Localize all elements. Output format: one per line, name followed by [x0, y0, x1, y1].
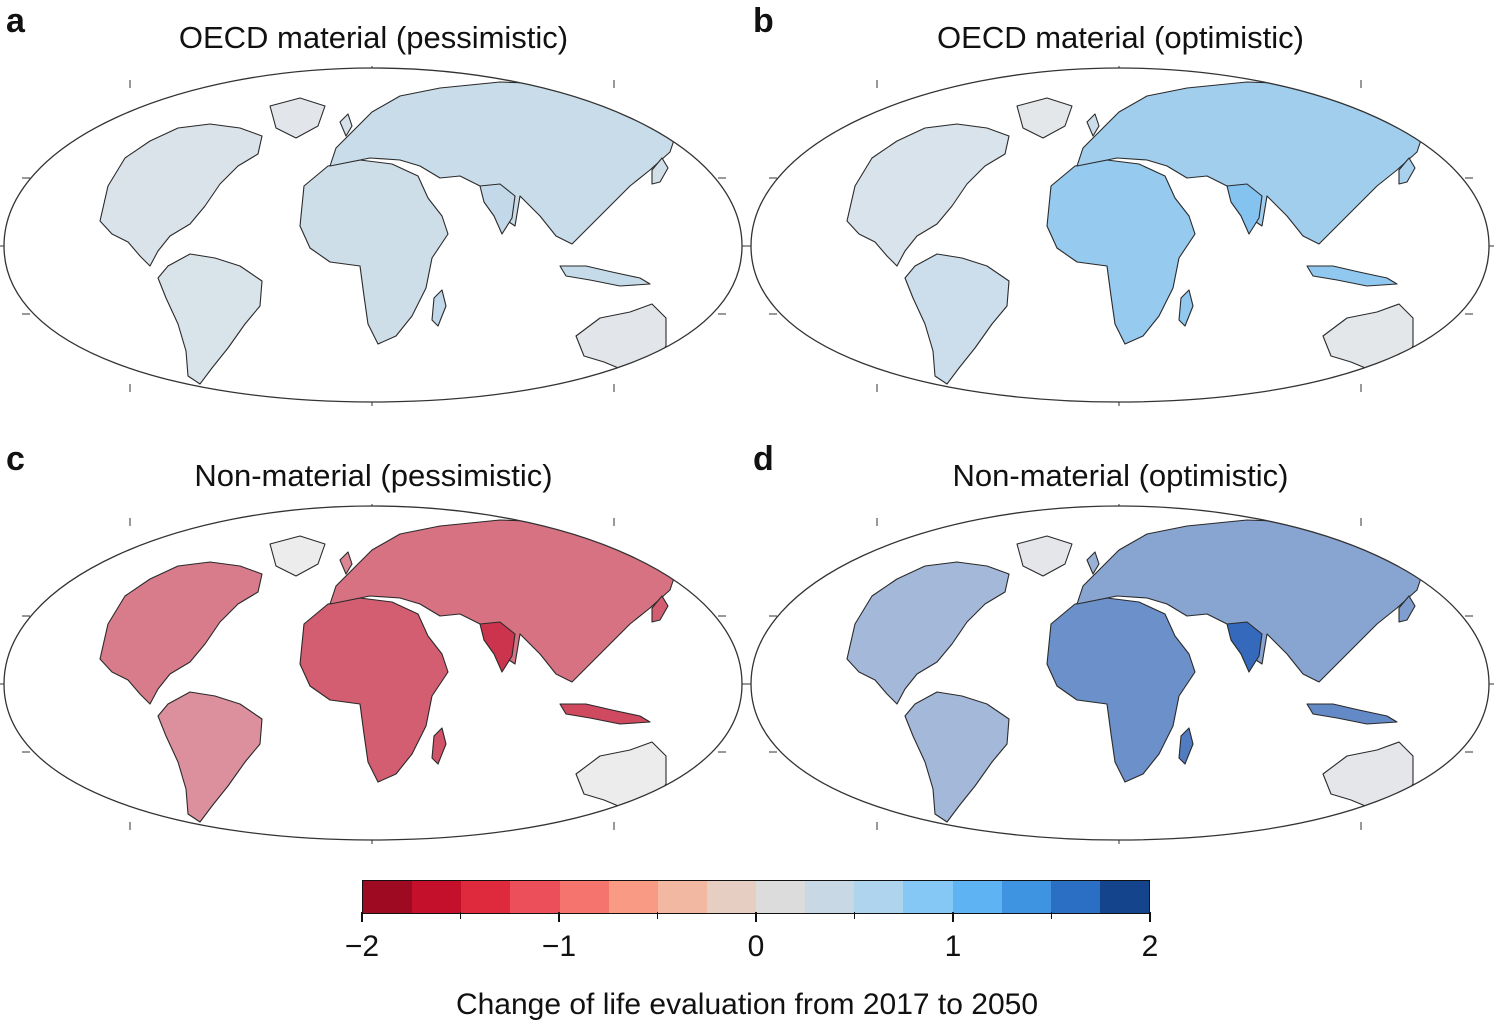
panel-title: Non-material (optimistic) [952, 458, 1289, 493]
colorbar-swatch [412, 881, 462, 913]
landmass-southAmerica [157, 691, 263, 823]
map-outline [750, 67, 1490, 403]
world-map [0, 66, 747, 406]
colorbar-minor-tick [459, 912, 462, 919]
landmass-madagascar [431, 727, 447, 765]
landmass-australia [575, 741, 667, 811]
landmass-indonesia [559, 703, 651, 725]
world-map [747, 66, 1494, 406]
colorbar-swatch [461, 881, 511, 913]
colorbar-swatch [854, 881, 904, 913]
colorbar-swatch [805, 881, 855, 913]
landmass-uk [1086, 113, 1100, 137]
landmass-indonesia [1306, 265, 1398, 287]
landmass-northAmerica [846, 561, 1010, 705]
landmass-australia [575, 303, 667, 373]
landmass-africa [1046, 597, 1196, 783]
panel-title: Non-material (pessimistic) [194, 458, 553, 493]
colorbar-swatch [510, 881, 560, 913]
map-panel-d: d Non-material (optimistic) [747, 438, 1494, 878]
landmass-india [1226, 621, 1263, 673]
landmass-eurasia [329, 81, 679, 245]
landmass-australia [1322, 303, 1414, 373]
landmass-northAmerica [846, 123, 1010, 267]
landmass-africa [299, 597, 449, 783]
panel-letter: d [753, 440, 774, 478]
landmass-indonesia [1306, 703, 1398, 725]
landmass-greenland [269, 535, 326, 577]
landmass-eurasia [1076, 81, 1426, 245]
panel-letter: c [6, 440, 25, 478]
landmass-japan [1398, 157, 1416, 185]
landmass-australia [1322, 741, 1414, 811]
landmass-madagascar [1178, 727, 1194, 765]
map-panel-b: b OECD material (optimistic) [747, 0, 1494, 440]
colorbar-tick-label: −2 [344, 930, 380, 963]
landmass-madagascar [431, 289, 447, 327]
colorbar-tick-label: 0 [747, 930, 765, 963]
landmass-greenland [269, 97, 326, 139]
map-panel-a: a OECD material (pessimistic) [0, 0, 747, 440]
panel-title: OECD material (optimistic) [937, 20, 1304, 55]
panel-letter: b [753, 2, 774, 40]
landmass-southAmerica [904, 691, 1010, 823]
map-panel-c: c Non-material (pessimistic) [0, 438, 747, 878]
colorbar-minor-tick [656, 912, 659, 919]
map-outline [750, 505, 1490, 841]
landmass-africa [299, 159, 449, 345]
landmass-uk [339, 113, 353, 137]
colorbar-swatch [559, 881, 609, 913]
map-outline [3, 67, 743, 403]
landmass-uk [1086, 551, 1100, 575]
landmass-uk [339, 551, 353, 575]
colorbar-swatch [706, 881, 756, 913]
landmass-india [479, 183, 516, 235]
colorbar-tick [755, 912, 757, 922]
colorbar-swatch [657, 881, 707, 913]
landmass-indonesia [559, 265, 651, 287]
colorbar-title: Change of life evaluation from 2017 to 2… [455, 988, 1039, 1021]
colorbar-tick [1149, 912, 1151, 922]
landmass-japan [1398, 595, 1416, 623]
panel-letter: a [6, 2, 25, 40]
colorbar-swatch [608, 881, 658, 913]
landmass-japan [651, 595, 669, 623]
colorbar-minor-tick [853, 912, 856, 919]
colorbar-tick [952, 912, 954, 922]
landmass-india [1226, 183, 1263, 235]
colorbar-tick-label: 1 [944, 930, 962, 963]
colorbar-tick [558, 912, 560, 922]
colorbar-tick [361, 912, 363, 922]
world-map [747, 504, 1494, 844]
map-outline [3, 505, 743, 841]
landmass-greenland [1016, 97, 1073, 139]
colorbar [362, 880, 1150, 914]
landmass-eurasia [329, 519, 679, 683]
colorbar-swatch [363, 881, 413, 913]
landmass-india [479, 621, 516, 673]
landmass-greenland [1016, 535, 1073, 577]
colorbar-swatch [952, 881, 1002, 913]
landmass-southAmerica [904, 253, 1010, 385]
panel-title: OECD material (pessimistic) [178, 20, 569, 55]
colorbar-swatch [756, 881, 806, 913]
colorbar-tick-label: 2 [1141, 930, 1159, 963]
landmass-madagascar [1178, 289, 1194, 327]
landmass-northAmerica [99, 123, 263, 267]
colorbar-swatch [1099, 881, 1149, 913]
colorbar-swatch [903, 881, 953, 913]
colorbar-swatch [1001, 881, 1051, 913]
colorbar-swatch [1050, 881, 1100, 913]
landmass-africa [1046, 159, 1196, 345]
landmass-southAmerica [157, 253, 263, 385]
landmass-northAmerica [99, 561, 263, 705]
colorbar-tick-label: −1 [541, 930, 577, 963]
world-map [0, 504, 747, 844]
landmass-eurasia [1076, 519, 1426, 683]
colorbar-minor-tick [1050, 912, 1053, 919]
landmass-japan [651, 157, 669, 185]
